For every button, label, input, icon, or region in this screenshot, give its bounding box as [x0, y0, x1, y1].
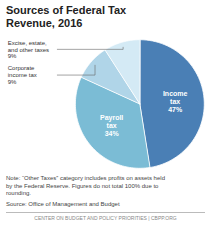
- svg-text:Payrolltax34%: Payrolltax34%: [100, 114, 123, 137]
- html-text:CENTER ON BUDGET AND POLICY PR: CENTER ON BUDGET AND POLICY PRIORITIES |…: [34, 214, 177, 221]
- html-text:Sources of Federal Tax Revenue: Sources of Federal Tax Revenue, 2016: [6, 4, 127, 29]
- svg-text:Incometax47%: Incometax47%: [163, 90, 188, 113]
- html-text:Note: “Other Taxes” category i: Note: “Other Taxes” category includes pr…: [6, 175, 165, 196]
- svg-text:Excise, estate,and other taxes: Excise, estate,and other taxes9%: [8, 40, 49, 60]
- html-text:Source: Office of Management a: Source: Office of Management and Budget: [6, 200, 120, 207]
- svg-text:Corporateincome tax9%: Corporateincome tax9%: [8, 65, 37, 85]
